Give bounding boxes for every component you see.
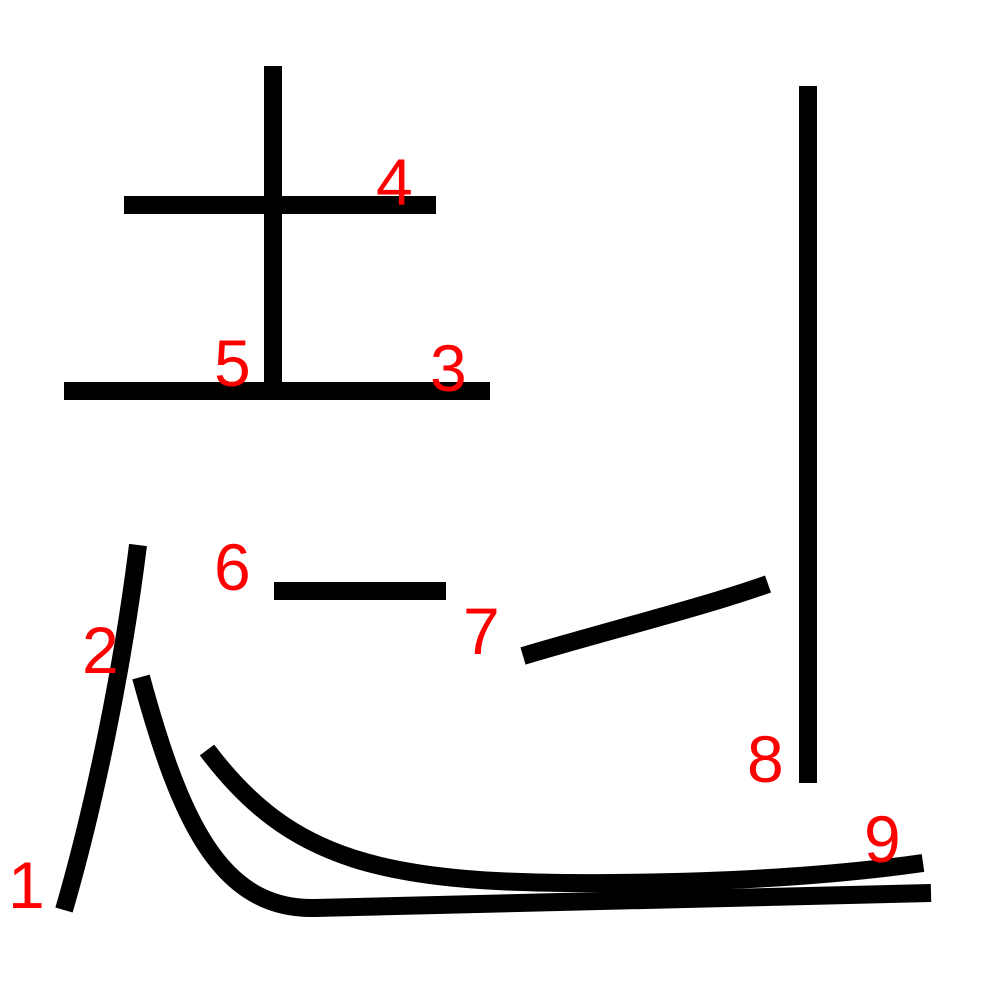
stroke-path-9 — [199, 744, 925, 893]
stroke-label-9: 9 — [864, 802, 901, 876]
stroke-label-3: 3 — [430, 331, 467, 405]
stroke-path-1 — [55, 543, 147, 913]
stroke-label-2: 2 — [82, 613, 119, 687]
stroke-label-8: 8 — [747, 722, 784, 796]
stroke-path-2 — [132, 674, 932, 918]
stroke-label-6: 6 — [214, 530, 251, 604]
stroke-path-7 — [520, 575, 771, 665]
stroke-label-7: 7 — [463, 594, 500, 668]
stroke-label-5: 5 — [214, 326, 251, 400]
stroke-label-4: 4 — [376, 145, 413, 219]
stroke-label-1: 1 — [8, 848, 45, 922]
